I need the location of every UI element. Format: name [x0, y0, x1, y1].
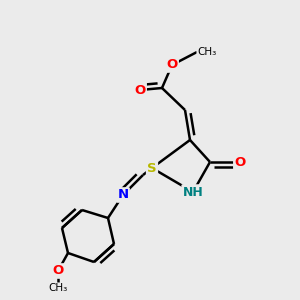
Text: NH: NH — [183, 185, 203, 199]
Text: O: O — [52, 265, 64, 278]
Text: CH₃: CH₃ — [197, 47, 216, 57]
Text: N: N — [117, 188, 129, 202]
Text: CH₃: CH₃ — [48, 283, 68, 293]
Text: S: S — [147, 161, 157, 175]
Text: O: O — [134, 83, 146, 97]
Text: O: O — [167, 58, 178, 71]
Text: O: O — [234, 155, 246, 169]
